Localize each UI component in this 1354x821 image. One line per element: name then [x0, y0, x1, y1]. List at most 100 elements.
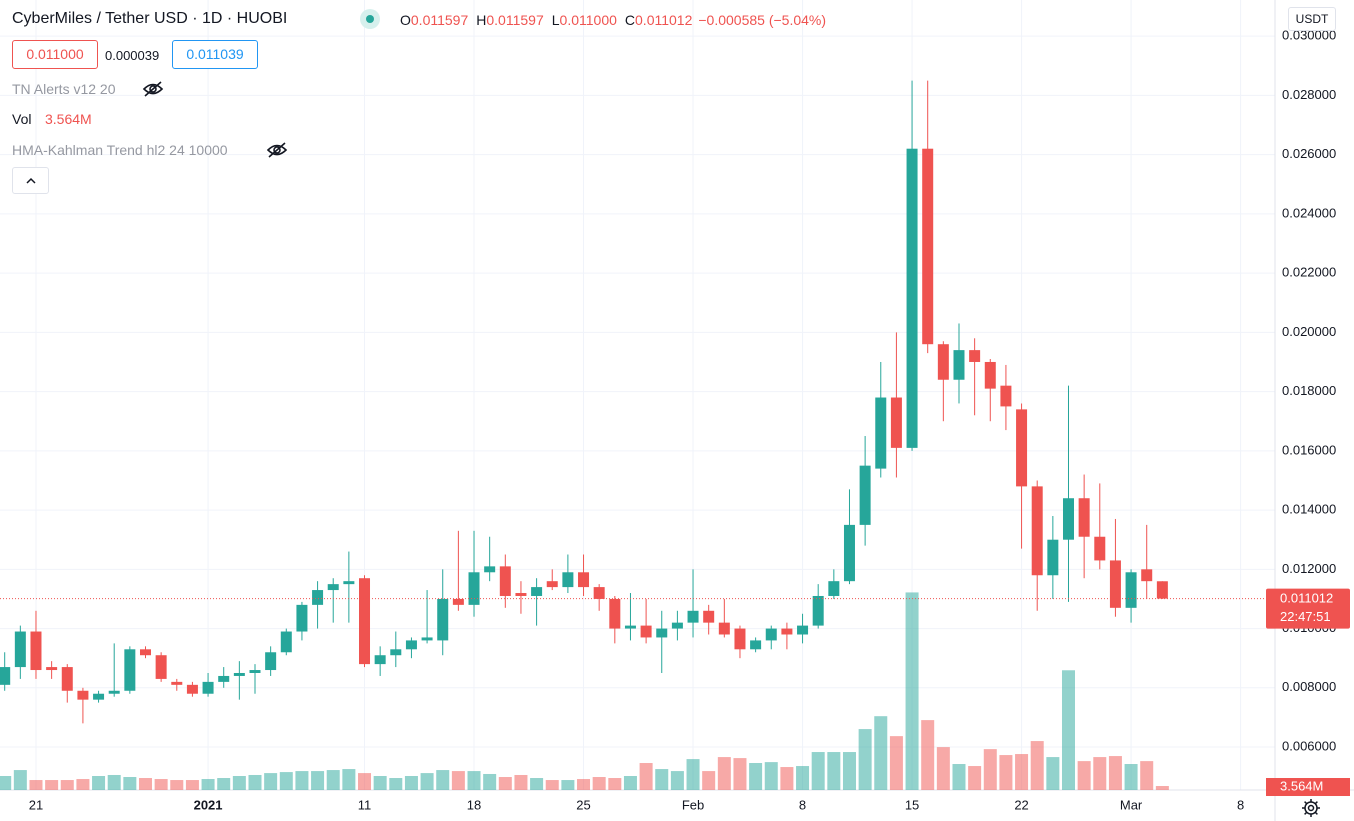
volume-bar: [874, 716, 888, 790]
volume-bar: [92, 776, 106, 790]
volume-bar: [764, 762, 778, 790]
volume-bar: [1155, 786, 1169, 790]
candle-body: [875, 397, 887, 469]
volume-bar: [248, 774, 262, 790]
volume-bar: [264, 773, 278, 790]
candle-body: [750, 640, 762, 650]
candle-body: [390, 649, 402, 656]
volume-bar: [60, 780, 74, 790]
collapse-button[interactable]: [12, 167, 49, 194]
x-tick-label: 21: [29, 797, 43, 812]
volume-bar: [311, 771, 325, 790]
settings-icon[interactable]: [1300, 797, 1322, 819]
indicator-name: HMA-Kahlman Trend hl2 24 10000: [12, 142, 228, 158]
candle-body: [186, 684, 198, 694]
symbol-title: CyberMiles / Tether USD · 1D · HUOBI: [12, 10, 288, 27]
candle-body: [593, 587, 605, 599]
ohlc-key: O: [400, 12, 411, 28]
ohlc-key: H: [476, 12, 487, 28]
y-tick-label: 0.020000: [1282, 324, 1336, 339]
candle-body: [124, 649, 136, 691]
candle-body: [1109, 560, 1121, 608]
status-dot: [366, 15, 374, 23]
volume-bar: [373, 776, 387, 790]
candle-body: [1156, 581, 1168, 599]
currency-button[interactable]: USDT: [1288, 7, 1336, 31]
candle-body: [656, 628, 668, 638]
candle-body: [108, 690, 120, 694]
candle-body: [1078, 498, 1090, 537]
candle-body: [14, 631, 26, 668]
hidden-icon[interactable]: [266, 141, 288, 159]
hidden-icon[interactable]: [142, 80, 164, 98]
candle-body: [1016, 409, 1028, 487]
sell-button[interactable]: 0.011000: [12, 40, 98, 69]
volume-bar: [467, 771, 481, 790]
volume-bar: [1108, 756, 1122, 790]
volume-bar: [968, 766, 982, 790]
countdown-label: 22:47:51: [1280, 609, 1331, 624]
volume-bar: [670, 771, 684, 790]
candle-body: [359, 578, 371, 665]
volume-bar: [561, 780, 575, 790]
buy-button[interactable]: 0.011039: [172, 40, 258, 69]
candle-body: [562, 572, 574, 588]
candle-body: [843, 524, 855, 582]
candle-body: [484, 566, 496, 573]
volume-bar: [655, 769, 669, 790]
candle-body: [1000, 385, 1012, 407]
candle-body: [906, 148, 918, 448]
candle-body: [1062, 498, 1074, 540]
volume-bar: [889, 736, 903, 790]
candle-body: [46, 667, 58, 671]
x-tick-label: Feb: [682, 797, 704, 812]
volume-bar: [858, 729, 872, 790]
candle-body: [812, 595, 824, 626]
spread: 0.000039: [105, 48, 160, 63]
y-tick-label: 0.022000: [1282, 265, 1336, 280]
y-tick-label: 0.016000: [1282, 442, 1336, 457]
y-tick-label: 0.028000: [1282, 87, 1336, 102]
y-tick-label: 0.024000: [1282, 205, 1336, 220]
y-tick-label: 0.018000: [1282, 383, 1336, 398]
candle-body: [624, 625, 636, 629]
candle-body: [671, 622, 683, 629]
volume-bar: [1061, 670, 1075, 790]
volume-bar: [608, 778, 622, 790]
candle-body: [515, 593, 527, 596]
market-status[interactable]: [360, 9, 380, 29]
candle-body: [1141, 569, 1153, 582]
candle-body: [640, 625, 652, 638]
volume-bar: [389, 778, 403, 790]
candle-body: [468, 572, 480, 605]
candle-body: [296, 604, 308, 632]
volume-bar: [436, 770, 450, 790]
candle-body: [937, 344, 949, 380]
ohlc-value: 0.011597: [486, 12, 544, 28]
candle-body: [1125, 572, 1137, 608]
candle-body: [1031, 486, 1043, 576]
x-tick-label: 18: [467, 797, 481, 812]
candle-body: [30, 631, 42, 671]
volume-bar: [514, 774, 528, 790]
volume-bar: [780, 767, 794, 790]
last-price-label: 0.011012: [1280, 591, 1333, 606]
volume-bar: [623, 776, 637, 790]
volume-bar: [279, 772, 293, 790]
candle-body: [797, 625, 809, 635]
volume-bar: [717, 757, 731, 790]
candle-body: [734, 628, 746, 650]
candle-body: [546, 581, 558, 588]
volume-bar: [749, 763, 763, 790]
price-change: −0.000585 (−5.04%): [698, 12, 827, 28]
volume-bar: [217, 778, 231, 790]
volume-axis-label: 3.564M: [1280, 778, 1323, 793]
volume-bar: [123, 777, 137, 790]
volume-bar: [1030, 741, 1044, 790]
volume-bar: [936, 747, 950, 790]
x-tick-label: 25: [576, 797, 590, 812]
volume-bar: [1140, 761, 1154, 790]
candle-body: [343, 581, 355, 585]
y-tick-label: 0.006000: [1282, 738, 1336, 753]
candle-body: [984, 361, 996, 389]
